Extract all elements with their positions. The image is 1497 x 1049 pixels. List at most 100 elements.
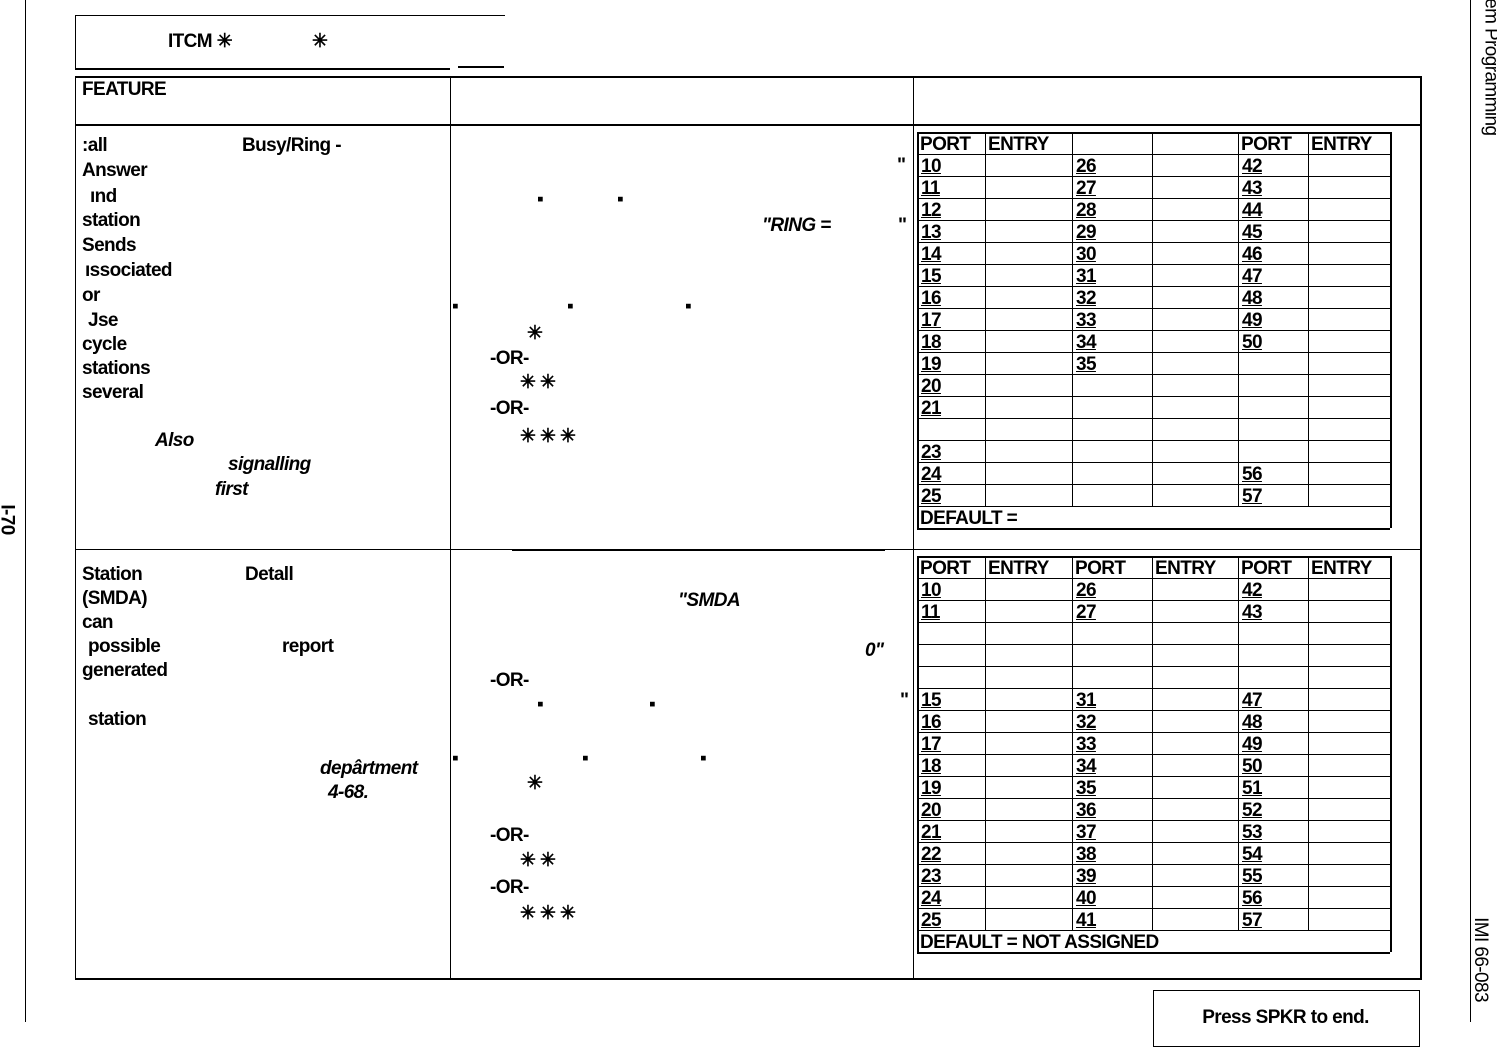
port-number: 44 [1242,200,1263,221]
port-number: 35 [1076,778,1097,799]
feature-text: :all [82,135,108,156]
port-table-rule [917,622,1390,623]
port-table-rule [917,396,1390,397]
port-table-rule [917,506,1390,507]
port-table-rule [917,352,1390,353]
port-number: 16 [921,288,942,309]
port-number: 50 [1242,756,1263,777]
port-table-rule [917,732,1390,733]
port-table-rule [917,864,1390,865]
procedure-text: " [900,690,909,711]
port-table-rule [917,644,1390,645]
row-rule [75,124,1420,126]
port-number: 48 [1242,712,1263,733]
port-table-rule [917,688,1390,689]
procedure-text: ✳ ✳ [520,372,556,393]
port-number: 32 [1076,288,1097,309]
port-number: 43 [1242,178,1263,199]
header-rule [75,15,505,16]
port-table-rule [917,710,1390,711]
port-number: 21 [921,822,942,843]
column-rule [450,76,451,980]
port-number: 22 [921,844,942,865]
procedure-text: -OR- [490,825,529,846]
margin-line [25,0,26,1022]
port-table-rule [1238,556,1239,930]
port-number: 49 [1242,310,1263,331]
column-header: FEATURE [82,79,167,100]
header-rule [458,66,504,68]
port-number: 24 [921,464,942,485]
port-table-border [917,952,1390,954]
port-number: 18 [921,756,942,777]
feature-text: or [82,285,100,306]
feature-text: station [82,210,141,231]
port-table-rule [1390,132,1392,528]
port-table-rule [917,462,1390,463]
feature-text: signalling [228,454,311,475]
port-table-rule [917,930,1390,931]
port-number: 30 [1076,244,1097,265]
end-button[interactable] [1153,990,1420,1047]
port-number: 33 [1076,310,1097,331]
port-table-header: ENTRY [988,558,1049,579]
port-number: 17 [921,310,942,331]
feature-text: Detall [245,564,294,585]
port-table-header: PORT [920,558,971,579]
port-table-rule [917,842,1390,843]
procedure-text: ▪ [452,296,459,317]
port-number: 10 [921,580,942,601]
port-number: 15 [921,266,942,287]
port-table-rule [917,308,1390,309]
port-number: 20 [921,376,942,397]
feature-text: Sends [82,235,137,256]
feature-text: ıssociated [85,260,173,281]
port-number: 51 [1242,778,1263,799]
port-number: 20 [921,800,942,821]
port-number: 23 [921,442,942,463]
procedure-text: " [898,215,907,236]
port-table-rule [917,198,1390,199]
port-number: 57 [1242,486,1263,507]
port-number: 52 [1242,800,1263,821]
port-number: 53 [1242,822,1263,843]
port-table-rule [985,556,986,930]
port-number: 37 [1076,822,1097,843]
feature-table [75,76,1422,980]
procedure-text: ▪ [685,296,692,317]
port-table-header: ENTRY [988,134,1049,155]
port-table-rule [917,286,1390,287]
port-table-rule [917,264,1390,265]
port-table-rule [917,176,1390,177]
feature-text: first [215,479,249,500]
feature-text: ınd [90,186,117,207]
port-number: 26 [1076,580,1097,601]
feature-text: stations [82,358,151,379]
port-table-border [917,132,1390,134]
port-table-header: ENTRY [1311,558,1372,579]
port-number: 42 [1242,156,1263,177]
port-table-border [917,528,1390,530]
port-table-rule [917,776,1390,777]
port-table-rule [1308,556,1309,930]
procedure-text: ✳ [527,323,543,344]
port-number: 24 [921,888,942,909]
port-table-rule [917,374,1390,375]
procedure-text: "RING = [762,215,831,236]
procedure-text: ▪ [537,189,544,210]
port-number: 36 [1076,800,1097,821]
port-number: 45 [1242,222,1263,243]
procedure-text: "SMDA [678,590,741,611]
port-number: 25 [921,910,942,931]
port-number: 13 [921,222,942,243]
feature-text: Also [155,430,194,451]
procedure-text: ▪ [582,748,589,769]
procedure-text: -OR- [490,670,529,691]
port-table-rule [917,754,1390,755]
doc-code: IMI 66-083 [1469,917,1491,1002]
port-number: 55 [1242,866,1263,887]
end-button-label[interactable]: Press SPKR to end. [1202,1007,1369,1028]
port-number: 31 [1076,690,1097,711]
port-table-rule [1308,132,1309,506]
